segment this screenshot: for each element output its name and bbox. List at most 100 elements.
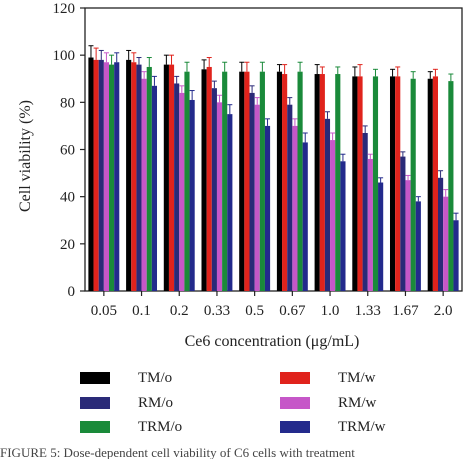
legend-label: TM/w	[338, 369, 376, 386]
bar	[163, 64, 169, 291]
bar	[437, 177, 444, 291]
bar	[432, 76, 438, 292]
bar	[352, 76, 358, 292]
bar	[227, 114, 233, 291]
bar	[319, 74, 325, 292]
bar	[184, 71, 190, 291]
bar	[216, 102, 223, 291]
legend-label: RM/w	[338, 394, 377, 411]
bar	[372, 76, 379, 292]
bar	[126, 59, 132, 292]
bar	[415, 201, 421, 291]
bar	[367, 158, 373, 291]
legend-swatch	[80, 421, 110, 433]
bar	[378, 182, 384, 291]
legend-swatch	[280, 372, 310, 384]
y-tick-label: 40	[60, 190, 75, 206]
figure-caption: FIGURE 5: Dose-dependent cell viability …	[0, 446, 355, 459]
y-tick-label: 120	[53, 1, 76, 17]
bar	[448, 81, 454, 291]
legend-item-rm-w: RM/w	[280, 393, 376, 413]
y-tick-label: 20	[60, 237, 75, 253]
legend-swatch	[280, 421, 310, 433]
bar	[211, 88, 217, 291]
bar	[330, 140, 336, 291]
x-tick-label: 0.67	[279, 303, 306, 319]
bar	[282, 74, 288, 292]
bar	[141, 78, 147, 291]
bar	[292, 125, 298, 292]
y-tick-label: 80	[60, 95, 75, 111]
bar	[443, 196, 449, 291]
x-tick-label: 1.0	[321, 303, 340, 319]
bar	[222, 71, 228, 291]
bar	[405, 180, 411, 291]
bar	[362, 132, 368, 291]
bar	[249, 92, 255, 292]
bar	[179, 92, 185, 292]
legend-item-rm-o: RM/o	[80, 393, 173, 413]
bar	[324, 118, 331, 291]
x-tick-label: 1.33	[355, 303, 381, 319]
bar	[114, 62, 120, 291]
bar	[136, 64, 142, 291]
legend-swatch	[280, 397, 310, 409]
legend-label: RM/o	[138, 394, 174, 411]
bar	[109, 64, 115, 291]
x-tick-label: 0.2	[170, 303, 189, 319]
error-bars	[88, 45, 459, 221]
y-axis-label: Cell viability (%)	[17, 100, 34, 212]
bar	[244, 71, 250, 291]
y-axis: 0 20 40 60 80 100 120	[53, 1, 463, 300]
bar	[151, 85, 158, 291]
y-tick-label: 60	[60, 143, 75, 159]
legend-item-tm-o: TM/o	[80, 368, 172, 388]
x-tick-label: 0.5	[245, 303, 264, 319]
bar	[453, 220, 459, 291]
bar	[239, 71, 245, 291]
bar	[357, 76, 363, 292]
legend-item-tm-w: TM/w	[280, 368, 376, 388]
bar	[264, 125, 271, 292]
x-axis-label: Ce6 concentration (μg/mL)	[185, 333, 360, 350]
bar	[400, 156, 406, 291]
y-tick-label: 100	[53, 48, 76, 64]
legend: TM/o TM/w RM/o RM/w TRM/o TRM/w	[0, 366, 474, 446]
bar	[146, 66, 152, 291]
bar	[427, 78, 433, 291]
bar	[98, 59, 104, 292]
legend-swatch	[80, 372, 110, 384]
legend-item-trm-w: TRM/w	[280, 417, 386, 437]
legend-item-trm-o: TRM/o	[80, 417, 182, 437]
bar-chart: 0 20 40 60 80 100 120 0.05 0.1 0.2 0.33 0.5 0.67 1.0…	[17, 1, 463, 350]
bar	[314, 74, 320, 292]
bar	[302, 142, 308, 291]
bars	[88, 57, 459, 292]
y-tick-label: 0	[68, 284, 76, 300]
x-axis: 0.05 0.1 0.2 0.33 0.5 0.67 1.0 1.33 1.67 2.0	[91, 291, 453, 319]
x-tick-label: 0.05	[91, 303, 117, 319]
bar	[168, 64, 175, 291]
x-tick-label: 0.1	[132, 303, 151, 319]
bar	[189, 99, 195, 291]
bar	[201, 69, 207, 291]
bar	[340, 161, 346, 291]
x-tick-label: 1.67	[392, 303, 419, 319]
bar	[259, 71, 265, 291]
legend-swatch	[80, 397, 110, 409]
bar	[276, 71, 283, 291]
bar	[410, 78, 416, 291]
bar	[395, 76, 401, 292]
bar	[174, 83, 180, 291]
bar	[335, 74, 341, 292]
bar	[389, 76, 396, 292]
bar	[297, 71, 303, 291]
bar	[93, 59, 99, 292]
bar	[287, 104, 293, 291]
bar	[103, 62, 110, 291]
x-tick-label: 0.33	[204, 303, 230, 319]
legend-label: TM/o	[138, 369, 173, 386]
x-tick-label: 2.0	[434, 303, 453, 319]
bar	[254, 104, 260, 291]
bar	[131, 62, 137, 291]
